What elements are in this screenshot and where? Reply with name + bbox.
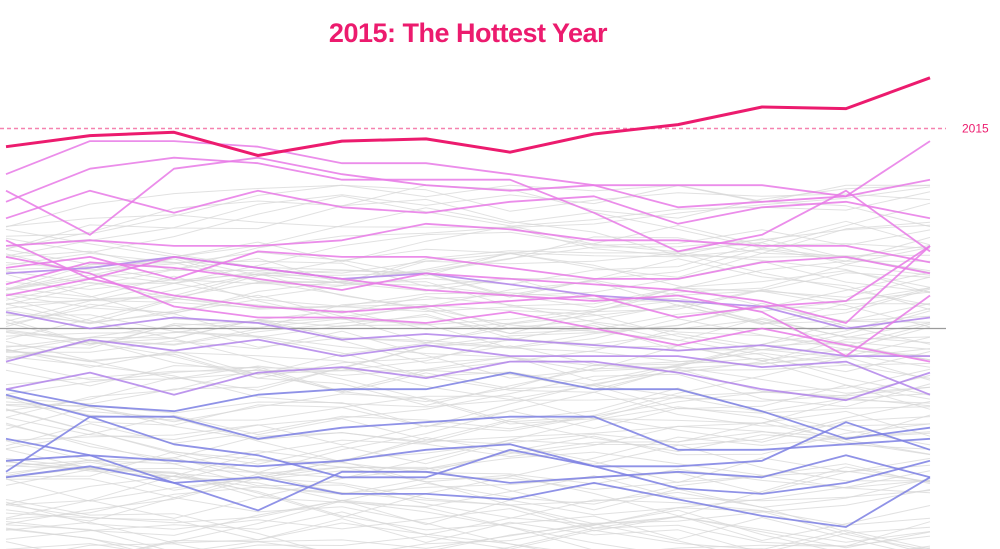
background-year-line[interactable] <box>5 432 931 518</box>
background-year-line[interactable] <box>5 317 931 387</box>
background-year-line[interactable] <box>5 395 931 426</box>
background-year-line[interactable] <box>5 499 931 540</box>
background-year-line[interactable] <box>5 303 931 406</box>
background-year-line[interactable] <box>5 307 931 382</box>
background-year-line[interactable] <box>5 305 931 412</box>
cool-year-line-5[interactable] <box>5 415 931 495</box>
warm-year-line-4[interactable] <box>5 189 931 225</box>
background-year-line[interactable] <box>5 457 931 522</box>
cool-year-line-6[interactable] <box>5 465 931 528</box>
background-year-line[interactable] <box>5 239 931 297</box>
cool-years-group <box>5 371 931 528</box>
background-year-line[interactable] <box>5 478 931 549</box>
warm-year-line-7[interactable] <box>5 245 931 324</box>
background-year-line[interactable] <box>5 387 931 491</box>
background-year-line[interactable] <box>5 264 931 353</box>
background-year-line[interactable] <box>5 281 931 325</box>
background-year-line[interactable] <box>5 406 931 519</box>
background-year-line[interactable] <box>5 257 931 311</box>
mid-year-line-4[interactable] <box>5 360 931 402</box>
background-year-line[interactable] <box>5 470 931 549</box>
background-year-line[interactable] <box>5 336 931 379</box>
warm-year-line-8[interactable] <box>5 245 931 319</box>
background-year-line[interactable] <box>6 543 930 549</box>
background-year-line[interactable] <box>5 320 931 394</box>
mid-year-line-2[interactable] <box>5 311 930 357</box>
background-year-line[interactable] <box>5 486 930 549</box>
background-year-line[interactable] <box>5 184 931 237</box>
background-year-line[interactable] <box>5 262 931 328</box>
background-year-line[interactable] <box>5 236 931 324</box>
background-year-line[interactable] <box>6 500 930 549</box>
background-year-line[interactable] <box>5 362 931 428</box>
mid-year-line-1[interactable] <box>5 255 931 330</box>
mid-years-group <box>5 255 931 402</box>
background-year-line[interactable] <box>5 330 931 400</box>
background-year-line[interactable] <box>5 270 931 346</box>
background-year-line[interactable] <box>5 466 931 529</box>
background-year-line[interactable] <box>5 276 931 345</box>
reference-label-2015: 2015 <box>962 121 989 135</box>
background-year-line[interactable] <box>5 439 931 482</box>
background-year-line[interactable] <box>5 273 931 368</box>
background-year-line[interactable] <box>5 318 931 392</box>
background-year-line[interactable] <box>5 245 931 298</box>
background-year-line[interactable] <box>5 373 931 440</box>
background-year-line[interactable] <box>5 272 931 313</box>
background-year-line[interactable] <box>5 414 931 483</box>
warm-year-line-1[interactable] <box>5 140 931 209</box>
background-year-line[interactable] <box>5 198 931 272</box>
background-year-line[interactable] <box>5 501 931 549</box>
warm-year-line-3[interactable] <box>5 156 931 253</box>
background-year-line[interactable] <box>5 275 931 350</box>
cool-year-line-3[interactable] <box>5 421 931 468</box>
background-year-line[interactable] <box>5 299 931 357</box>
background-year-line[interactable] <box>5 226 931 306</box>
warm-year-line-6[interactable] <box>5 250 931 280</box>
warm-year-line-5[interactable] <box>5 222 931 264</box>
cool-year-line-4[interactable] <box>5 454 931 512</box>
warm-year-line-2[interactable] <box>5 140 931 236</box>
background-year-line[interactable] <box>5 499 931 549</box>
background-year-line[interactable] <box>5 499 930 549</box>
background-year-line[interactable] <box>5 401 931 465</box>
cool-year-line-1[interactable] <box>5 371 931 440</box>
background-year-line[interactable] <box>5 184 930 257</box>
background-year-line[interactable] <box>5 459 931 494</box>
mid-year-line-3[interactable] <box>5 338 931 396</box>
warm-year-line-10[interactable] <box>5 256 931 363</box>
background-year-line[interactable] <box>5 195 931 254</box>
warm-years-group <box>5 140 931 363</box>
series-line-2015[interactable] <box>5 76 931 157</box>
background-year-line[interactable] <box>5 408 931 475</box>
background-year-line[interactable] <box>5 393 931 443</box>
background-year-line[interactable] <box>5 391 931 473</box>
background-year-line[interactable] <box>5 512 930 549</box>
chart-title: 2015: The Hottest Year <box>328 18 608 48</box>
background-year-line[interactable] <box>5 524 931 549</box>
background-years-group <box>5 184 931 549</box>
background-year-line[interactable] <box>5 529 931 549</box>
cool-year-line-2[interactable] <box>5 393 931 451</box>
warm-year-line-9[interactable] <box>5 239 931 357</box>
background-year-line[interactable] <box>5 518 931 549</box>
